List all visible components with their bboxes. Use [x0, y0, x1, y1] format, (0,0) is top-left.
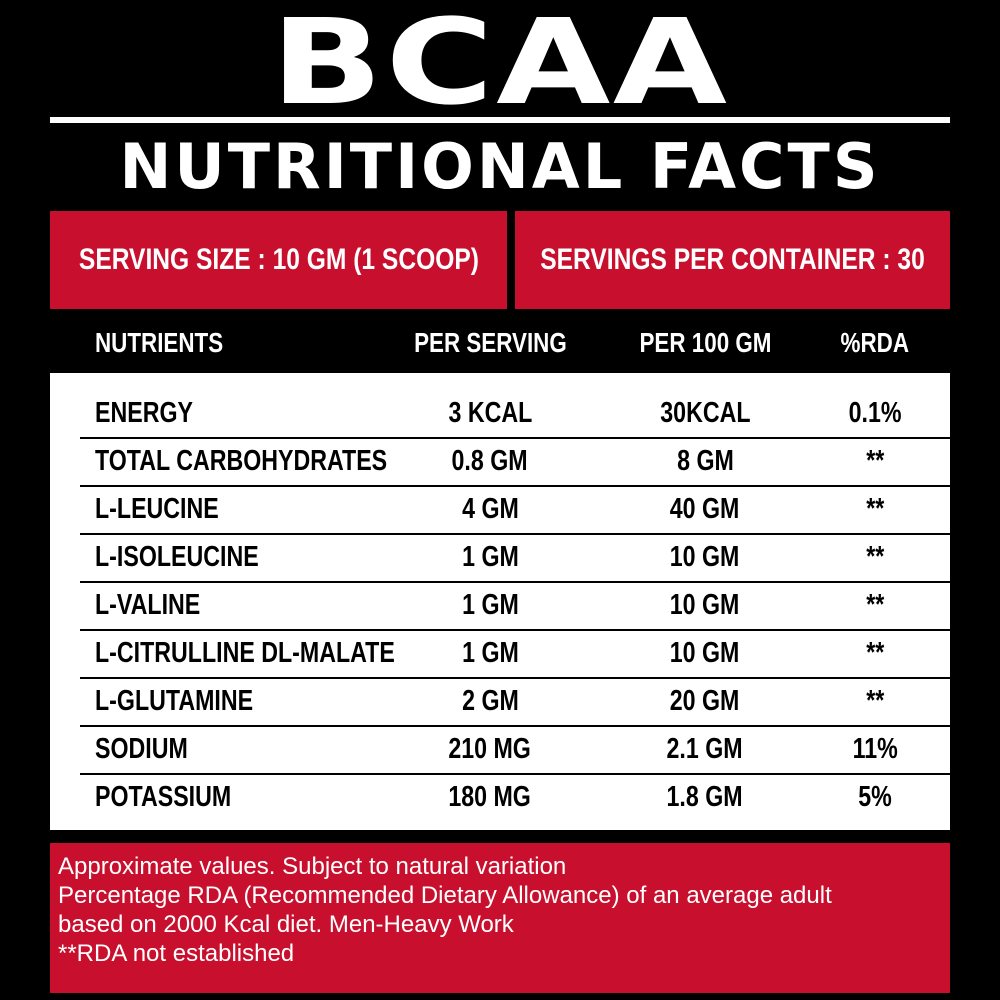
footnotes: Approximate values. Subject to natural v… — [50, 843, 950, 993]
nutrient-name: SODIUM — [95, 732, 188, 765]
rda-value: ** — [865, 444, 885, 477]
rda-value: ** — [865, 684, 885, 717]
footnote-line: **RDA not established — [58, 940, 295, 967]
table-row: ENERGY 3 KCAL 30KCAL 0.1% — [80, 389, 950, 439]
nutrient-name: ENERGY — [95, 396, 193, 429]
top-rule — [50, 117, 950, 123]
per-serving-value: 1 GM — [461, 588, 519, 621]
table-row: POTASSIUM 180 MG 1.8 GM 5% — [80, 773, 950, 821]
table-row: L-CITRULLINE DL-MALATE 1 GM 10 GM ** — [80, 629, 950, 679]
per-100gm-value: 2.1 GM — [666, 732, 744, 765]
rda-value: ** — [865, 588, 885, 621]
footnote-line: Percentage RDA (Recommended Dietary Allo… — [58, 882, 832, 909]
per-serving-value: 0.8 GM — [451, 444, 529, 477]
brand-title: BCAA — [270, 0, 730, 131]
per-100gm-value: 10 GM — [670, 540, 740, 573]
per-serving-value: 180 MG — [448, 780, 532, 813]
rda-value: 5% — [858, 780, 892, 813]
nutrient-name: L-VALINE — [95, 588, 201, 621]
table-row: SODIUM 210 MG 2.1 GM 11% — [80, 725, 950, 775]
serving-size-text: SERVING SIZE : 10 GM (1 SCOOP) — [78, 243, 479, 276]
per-serving-value: 3 KCAL — [448, 396, 532, 429]
nutrient-name: L-ISOLEUCINE — [95, 540, 259, 573]
servings-per-container: SERVINGS PER CONTAINER : 30 — [515, 211, 950, 309]
footer-divider — [50, 830, 950, 843]
per-serving-value: 2 GM — [461, 684, 519, 717]
table-row: L-ISOLEUCINE 1 GM 10 GM ** — [80, 533, 950, 583]
servings-per-container-text: SERVINGS PER CONTAINER : 30 — [540, 243, 925, 276]
header-rda: %RDA — [840, 327, 910, 358]
nutrient-table: ENERGY 3 KCAL 30KCAL 0.1% TOTAL CARBOHYD… — [50, 373, 950, 830]
per-100gm-value: 30KCAL — [659, 396, 751, 429]
serving-size: SERVING SIZE : 10 GM (1 SCOOP) — [50, 211, 507, 309]
per-100gm-value: 10 GM — [670, 636, 740, 669]
per-100gm-value: 8 GM — [676, 444, 734, 477]
per-serving-value: 210 MG — [448, 732, 532, 765]
per-serving-value: 1 GM — [461, 636, 519, 669]
rda-value: ** — [865, 636, 885, 669]
table-row: L-VALINE 1 GM 10 GM ** — [80, 581, 950, 631]
rda-value: ** — [865, 492, 885, 525]
per-100gm-value: 1.8 GM — [666, 780, 744, 813]
nutrient-name: TOTAL CARBOHYDRATES — [95, 444, 388, 477]
table-row: L-LEUCINE 4 GM 40 GM ** — [80, 485, 950, 535]
nutrient-name: L-GLUTAMINE — [95, 684, 254, 717]
per-100gm-value: 40 GM — [670, 492, 740, 525]
header-per-100gm: PER 100 GM — [639, 327, 771, 358]
per-100gm-value: 10 GM — [670, 588, 740, 621]
rda-value: ** — [865, 540, 885, 573]
per-serving-value: 1 GM — [461, 540, 519, 573]
table-header: NUTRIENTS PER SERVING PER 100 GM %RDA — [50, 313, 950, 373]
header-per-serving: PER SERVING — [413, 327, 567, 358]
facts-title: NUTRITIONAL FACTS — [119, 130, 881, 203]
table-row: L-GLUTAMINE 2 GM 20 GM ** — [80, 677, 950, 727]
per-100gm-value: 20 GM — [670, 684, 740, 717]
nutrient-name: POTASSIUM — [95, 780, 232, 813]
nutrient-name: L-CITRULLINE DL-MALATE — [95, 636, 395, 669]
nutrient-name: L-LEUCINE — [95, 492, 219, 525]
per-serving-value: 4 GM — [461, 492, 519, 525]
header-nutrients: NUTRIENTS — [95, 327, 224, 358]
serving-bar: SERVING SIZE : 10 GM (1 SCOOP) SERVINGS … — [50, 207, 950, 313]
footnote-line: Approximate values. Subject to natural v… — [58, 853, 567, 880]
footnote-line: based on 2000 Kcal diet. Men-Heavy Work — [58, 911, 514, 938]
rda-value: 11% — [852, 732, 898, 765]
rda-value: 0.1% — [848, 396, 902, 429]
table-row: TOTAL CARBOHYDRATES 0.8 GM 8 GM ** — [80, 437, 950, 487]
